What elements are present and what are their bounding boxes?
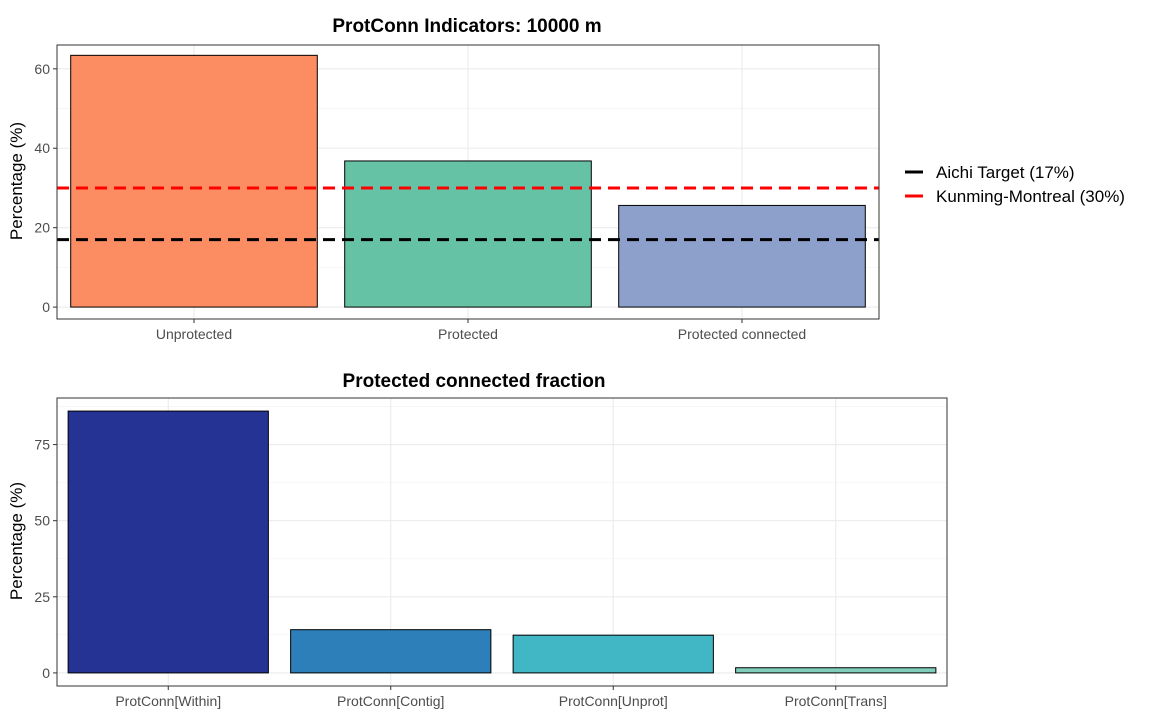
bar-protconn-within [67, 410, 269, 674]
x-tick-label-protconn-trans: ProtConn[Trans] [785, 693, 887, 709]
chart-title: Protected connected fraction [343, 371, 606, 392]
x-tick-label-protconn-within: ProtConn[Within] [115, 693, 221, 709]
legend-label-kunming-montreal-30: Kunming-Montreal (30%) [936, 187, 1125, 206]
y-tick-label: 25 [34, 589, 50, 605]
chart-title: ProtConn Indicators: 10000 m [332, 16, 601, 37]
y-tick-label: 40 [34, 140, 50, 156]
plot-area [56, 397, 948, 687]
y-tick-label: 60 [34, 61, 50, 77]
y-tick-label: 50 [34, 513, 50, 529]
protconn-indicators-chart: ProtConn Indicators: 10000 m Percentage … [7, 16, 1125, 342]
y-tick-label: 0 [42, 299, 50, 315]
y-tick-label: 20 [34, 220, 50, 236]
x-tick-label-protconn-contig: ProtConn[Contig] [337, 693, 444, 709]
legend-label-aichi-target-17: Aichi Target (17%) [936, 163, 1075, 182]
y-tick-label: 75 [34, 437, 50, 453]
x-tick-label-protected: Protected [438, 326, 498, 342]
bar-unprotected [70, 54, 318, 308]
protected-connected-fraction-chart: Protected connected fraction Percentage … [7, 371, 948, 709]
bar-protected [344, 160, 592, 308]
bar-protected-connected [618, 204, 866, 308]
plot-area [56, 44, 880, 320]
x-tick-label-unprotected: Unprotected [156, 326, 232, 342]
y-axis-label: Percentage (%) [7, 122, 26, 240]
panel-border [56, 397, 948, 687]
x-tick-label-protected-connected: Protected connected [678, 326, 806, 342]
bar-protconn-unprot [512, 634, 714, 674]
x-tick-label-protconn-unprot: ProtConn[Unprot] [559, 693, 668, 709]
bar-protconn-trans [735, 667, 937, 674]
y-axis-label: Percentage (%) [7, 482, 26, 600]
bar-protconn-contig [290, 629, 492, 674]
legend: Aichi Target (17%) Kunming-Montreal (30%) [905, 163, 1125, 206]
y-tick-label: 0 [42, 665, 50, 681]
